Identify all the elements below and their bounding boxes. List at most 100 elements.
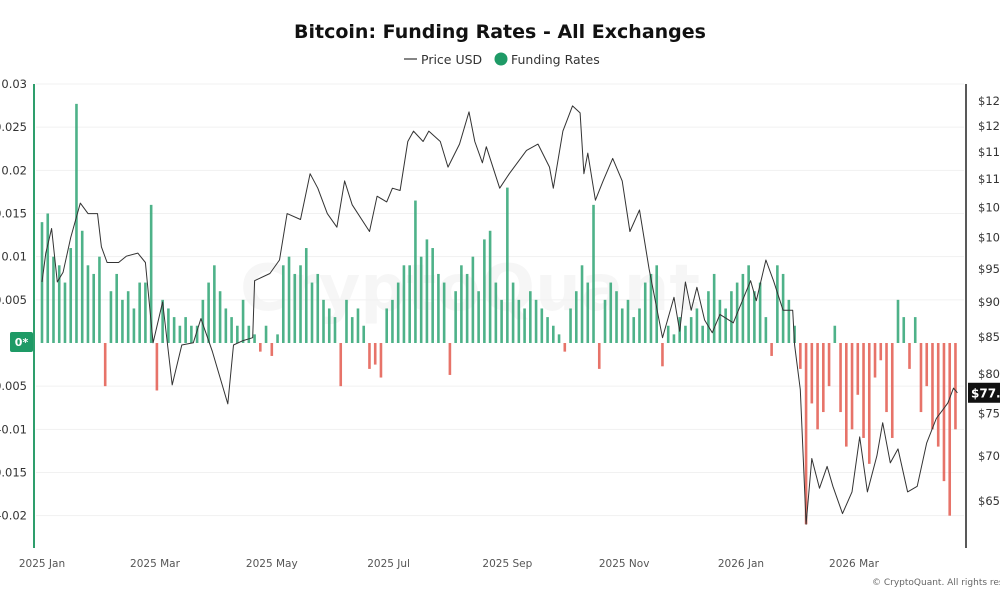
funding-bar-positive <box>672 334 676 343</box>
funding-bar-positive <box>431 248 434 343</box>
funding-bar-positive <box>241 299 245 343</box>
funding-bar-positive <box>592 204 595 343</box>
funding-bar-positive <box>494 282 498 343</box>
funding-bar-negative <box>563 343 567 352</box>
funding-bar-positive <box>425 239 429 343</box>
funding-bar-positive <box>632 317 636 343</box>
watermark: CryptoQuant <box>240 252 700 326</box>
right-tick-label: $95K <box>978 262 1000 276</box>
funding-bar-negative <box>804 343 808 525</box>
legend-price-label[interactable]: Price USD <box>421 52 482 67</box>
funding-bar-positive <box>184 317 187 343</box>
funding-bar-positive <box>506 187 509 343</box>
funding-bar-positive <box>701 325 704 343</box>
current-price-label: $77.6K <box>971 386 1000 400</box>
funding-bar-positive <box>126 291 130 343</box>
funding-bar-positive <box>218 291 222 343</box>
funding-bar-positive <box>896 299 900 343</box>
funding-bar-positive <box>149 204 153 343</box>
funding-bar-negative <box>890 343 894 438</box>
funding-bar-positive <box>247 325 251 343</box>
funding-bar-positive <box>144 282 147 343</box>
funding-bar-positive <box>471 256 475 343</box>
funding-bar-negative <box>948 343 952 516</box>
funding-bar-negative <box>885 343 888 413</box>
funding-bar-positive <box>350 317 354 343</box>
funding-bar-positive <box>557 334 561 343</box>
funding-bar-positive <box>442 282 446 343</box>
funding-bar-positive <box>833 325 837 343</box>
price-line-group <box>41 105 958 525</box>
x-tick-label: 2025 Nov <box>599 558 650 570</box>
funding-bar-negative <box>856 343 860 395</box>
funding-bar-positive <box>207 282 210 343</box>
x-tick-label: 2025 Mar <box>130 558 181 570</box>
funding-bar-negative <box>954 343 957 430</box>
funding-bar-positive <box>776 265 779 343</box>
copyright: © CryptoQuant. All rights reserved <box>872 578 1000 588</box>
funding-bar-positive <box>63 282 67 343</box>
funding-bar-positive <box>92 273 96 343</box>
funding-bar-negative <box>919 343 923 413</box>
funding-bar-positive <box>552 325 555 343</box>
right-tick-label: $75K <box>978 407 1000 421</box>
funding-bar-positive <box>626 299 630 343</box>
funding-bar-positive <box>913 317 917 343</box>
right-tick-label: $90K <box>978 295 1000 309</box>
funding-bar-positive <box>75 103 78 343</box>
funding-bar-positive <box>40 222 44 343</box>
funding-bar-positive <box>69 248 73 343</box>
funding-bar-negative <box>931 343 934 430</box>
funding-bar-negative <box>845 343 848 447</box>
legend[interactable]: Price USD Funding Rates <box>404 52 600 67</box>
funding-bar-positive <box>511 282 515 343</box>
funding-bar-positive <box>327 308 331 343</box>
funding-bar-positive <box>574 291 578 343</box>
funding-bar-positive <box>460 265 463 343</box>
right-tick-label: $85K <box>978 330 1000 344</box>
right-tick-label: $125K <box>978 94 1000 108</box>
funding-bar-negative <box>827 343 831 387</box>
funding-bar-positive <box>264 325 268 343</box>
legend-funding-label[interactable]: Funding Rates <box>511 52 600 67</box>
funding-bar-positive <box>86 265 90 343</box>
funding-bars <box>40 103 957 525</box>
funding-bar-positive <box>666 325 670 343</box>
left-tick-label: 0.025 <box>0 120 27 134</box>
funding-bar-positive <box>167 308 170 343</box>
left-tick-label: -0.02 <box>0 509 27 523</box>
funding-bar-positive <box>213 265 216 343</box>
funding-bar-positive <box>603 299 607 343</box>
funding-bar-positive <box>419 256 423 343</box>
funding-bar-negative <box>661 343 664 367</box>
funding-bar-positive <box>253 334 256 343</box>
funding-bar-positive <box>643 282 647 343</box>
right-tick-label: $65K <box>978 494 1000 508</box>
funding-bar-positive <box>741 273 745 343</box>
gridlines <box>36 83 964 517</box>
funding-bar-positive <box>276 334 279 343</box>
funding-bar-positive <box>224 308 228 343</box>
right-tick-label: $115K <box>978 145 1000 159</box>
funding-bar-positive <box>46 213 50 343</box>
left-tick-label: 0.005 <box>0 293 27 307</box>
funding-bar-negative <box>368 343 371 369</box>
funding-bar-positive <box>609 282 613 343</box>
funding-bar-positive <box>724 308 727 343</box>
funding-bar-positive <box>747 265 750 343</box>
right-tick-label: $110K <box>978 172 1000 186</box>
funding-bar-positive <box>98 256 101 343</box>
funding-bar-positive <box>684 325 687 343</box>
left-tick-label: 0.03 <box>1 77 27 91</box>
funding-bar-positive <box>569 308 572 343</box>
x-tick-label: 2025 Jul <box>367 558 410 570</box>
funding-bar-negative <box>373 343 377 365</box>
funding-bar-positive <box>546 317 549 343</box>
funding-bar-negative <box>936 343 940 447</box>
funding-bar-negative <box>925 343 929 387</box>
funding-bar-negative <box>155 343 159 391</box>
left-tick-label: 0.01 <box>1 250 27 264</box>
funding-bar-positive <box>57 265 61 343</box>
funding-bar-positive <box>695 308 699 343</box>
funding-bar-positive <box>730 291 733 343</box>
